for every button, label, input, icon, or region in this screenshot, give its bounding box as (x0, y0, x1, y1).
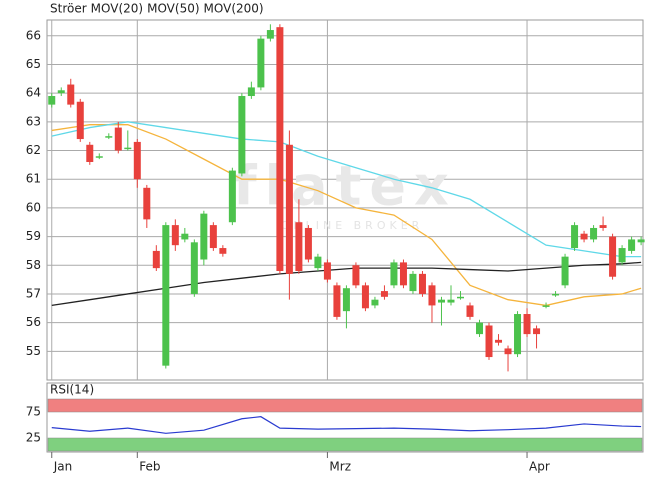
candle-body (628, 239, 636, 251)
legend-entry: MOV(50) (147, 2, 199, 16)
x-tick-label: Jan (53, 460, 73, 474)
candle-body (86, 144, 94, 162)
y-tick-label: 56 (26, 315, 41, 329)
candle-body (371, 299, 379, 306)
candle-body (133, 141, 141, 180)
y-tick-label: 60 (26, 200, 41, 214)
candle-body (542, 305, 550, 307)
candle-body (523, 314, 531, 335)
candle-body (152, 250, 160, 269)
candle-body (323, 262, 331, 280)
candle-body (285, 144, 293, 274)
candle-body (456, 296, 464, 299)
candle-body (314, 256, 322, 269)
watermark-sub: ONLINE BROKER (281, 219, 424, 232)
y-tick-label: 55 (26, 344, 41, 358)
candle-body (609, 236, 617, 277)
candle-body (105, 136, 113, 138)
candle-body (390, 262, 398, 286)
ma-line (51, 121, 642, 258)
x-tick-label: Apr (529, 460, 550, 474)
candle-body (200, 213, 208, 260)
rsi-line (51, 416, 642, 434)
x-tick-label: Mrz (329, 460, 351, 474)
band (47, 398, 643, 413)
candle-body (257, 38, 265, 88)
candle-body (418, 273, 426, 294)
candle-body (238, 96, 246, 174)
candle-body (114, 127, 122, 151)
candle-body (599, 225, 607, 228)
candle-body (342, 288, 350, 312)
candle-body (209, 225, 217, 249)
candle-body (580, 233, 588, 240)
candle-body (95, 156, 103, 158)
candle-body (476, 322, 484, 335)
candle-body (76, 101, 84, 140)
candle-body (143, 187, 151, 220)
candle-body (228, 170, 236, 223)
y-tick-label: 65 (26, 57, 41, 71)
y-tick-label: 59 (26, 229, 41, 243)
candle-body (437, 299, 445, 303)
legend-entry: MOV(20) (91, 2, 143, 16)
candle-body (590, 227, 598, 240)
y-tick-label: 63 (26, 114, 41, 128)
candle-body (552, 293, 560, 296)
candle-body (124, 147, 132, 150)
y-tick-label: 75 (26, 405, 41, 419)
candle-body (466, 305, 474, 317)
candle-body (304, 227, 312, 260)
y-tick-label: 61 (26, 172, 41, 186)
candle-body (495, 339, 503, 343)
y-tick-label: 62 (26, 143, 41, 157)
candle-body (57, 90, 65, 94)
candle-body (485, 325, 493, 358)
candle-body (276, 27, 284, 271)
candle-body (219, 248, 227, 254)
candle-body (295, 222, 303, 271)
candle-body (428, 285, 436, 306)
candle-body (361, 285, 369, 309)
candle-body (618, 248, 626, 263)
legend-entry: MOV(200) (204, 2, 264, 16)
candle-body (380, 291, 388, 297)
candle-body (514, 314, 522, 355)
y-tick-label: 66 (26, 28, 41, 42)
x-tick-label: Feb (139, 460, 160, 474)
ma-line (51, 124, 642, 307)
candle-body (504, 348, 512, 355)
candle-body (266, 30, 274, 39)
candle-body (48, 96, 56, 105)
candle-body (399, 262, 407, 286)
y-tick-label: 64 (26, 86, 41, 100)
candle-body (181, 233, 189, 240)
candle-body (571, 225, 579, 249)
candle-body (333, 285, 341, 317)
y-tick-label: 25 (26, 431, 41, 445)
legend-entry: Ströer (50, 2, 87, 16)
candle-body (533, 328, 541, 335)
candle-body (561, 256, 569, 286)
y-tick-label: 57 (26, 286, 41, 300)
candle-body (171, 225, 179, 246)
candle-body (162, 225, 170, 366)
panel-title: RSI(14) (50, 383, 94, 397)
candle-body (352, 265, 360, 286)
candle-body (447, 299, 455, 303)
candle-body (637, 239, 645, 243)
y-tick-label: 58 (26, 258, 41, 272)
candle-body (67, 84, 75, 105)
band (47, 437, 643, 452)
candle-body (190, 242, 198, 294)
candle-body (247, 87, 255, 97)
candle-body (409, 273, 417, 292)
watermark: flatex (233, 155, 457, 218)
